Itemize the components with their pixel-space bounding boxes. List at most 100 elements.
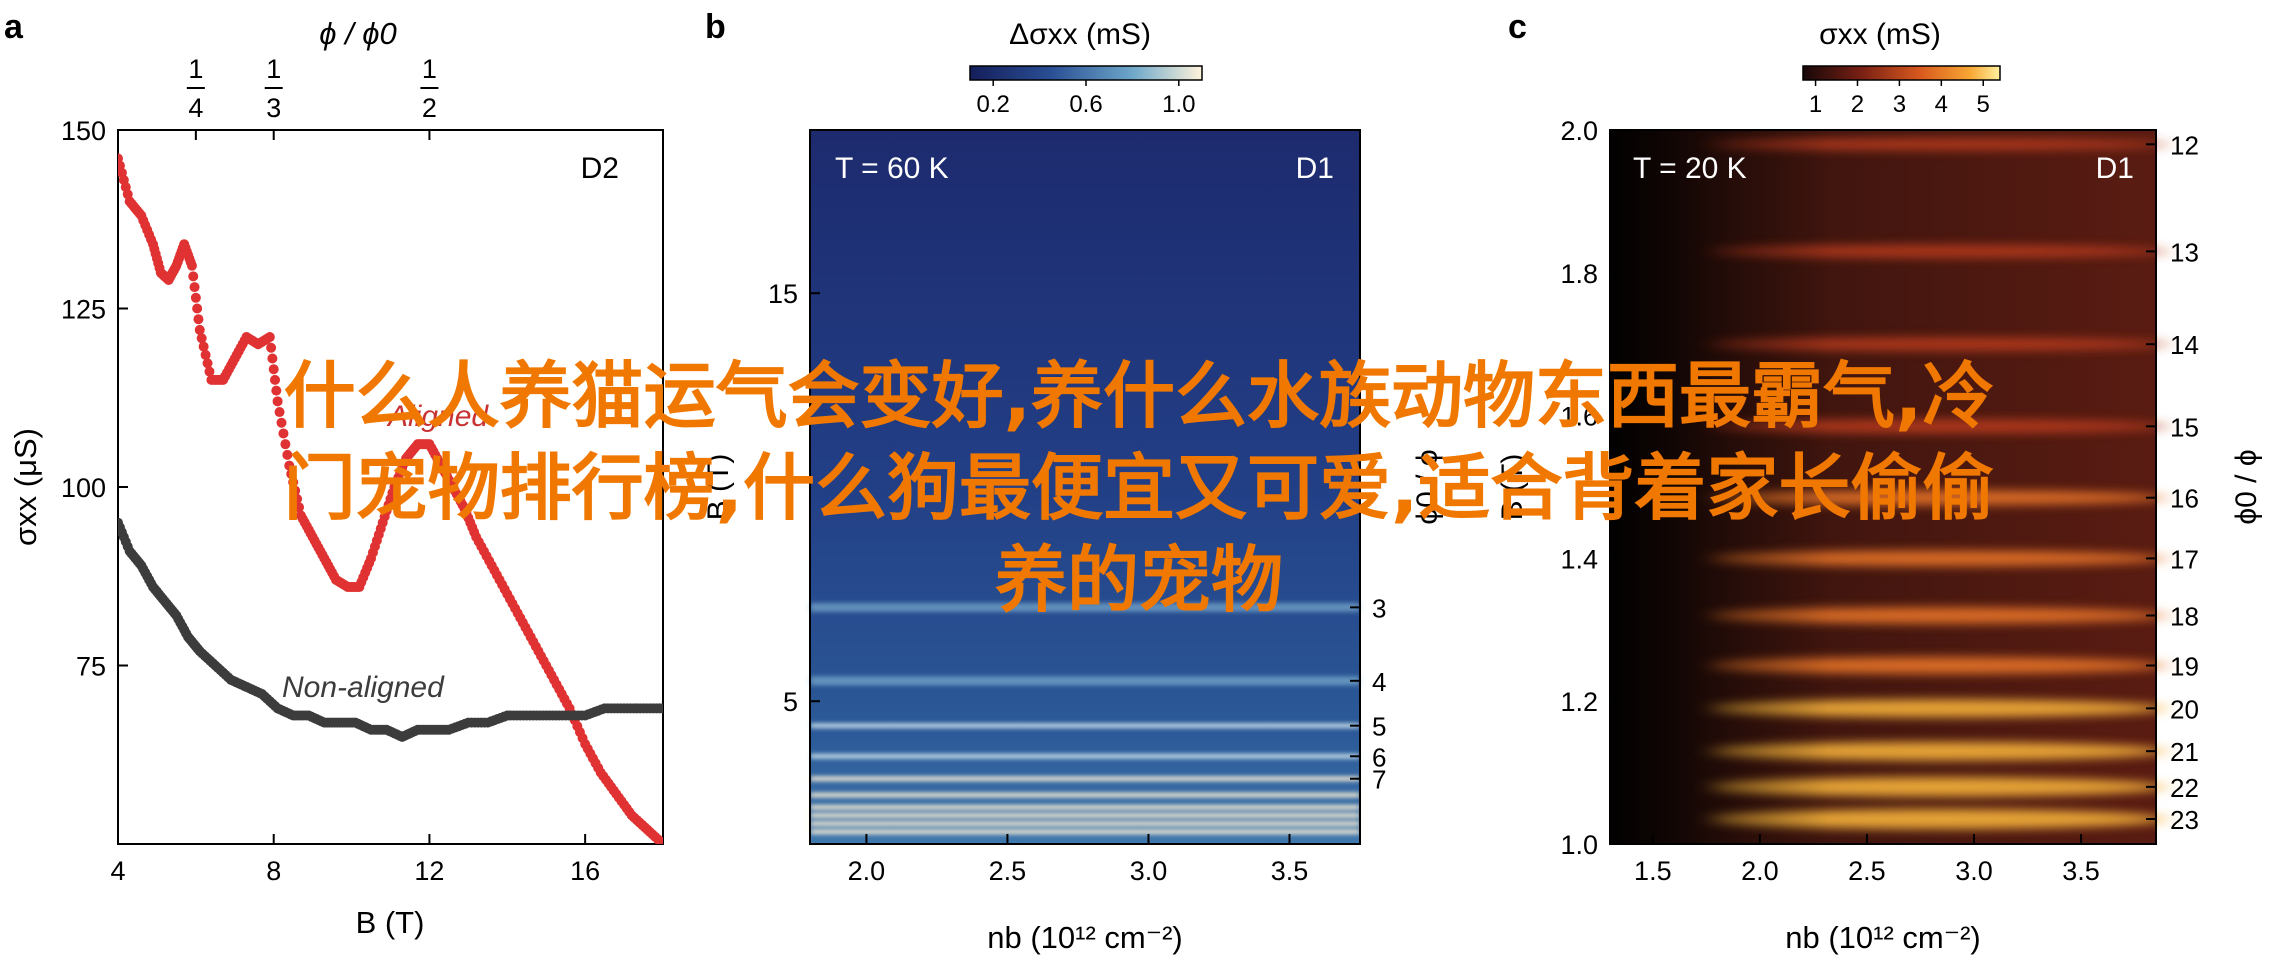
non-aligned-series-label: Non-aligned <box>282 671 445 704</box>
aligned-data-point <box>196 333 207 344</box>
panel-c-y-tick-label: 1.2 <box>1560 687 1598 717</box>
aligned-data-point <box>290 485 301 496</box>
aligned-data-point <box>288 477 299 488</box>
aligned-data-point <box>194 324 205 335</box>
panel-b-right-tick-label: 7 <box>1372 765 1386 795</box>
panel-c-y-tick-label: 1.0 <box>1560 830 1598 860</box>
aligned-data-point <box>294 502 305 513</box>
panel-a-y-axis-label: σxx (μS) <box>8 428 43 546</box>
panel-b-temperature-label: T = 60 K <box>835 152 949 185</box>
panel-b-stripe <box>810 776 1360 782</box>
panel-c-right-tick-label: 20 <box>2170 694 2199 724</box>
aligned-data-point <box>276 417 287 428</box>
panel-c-x-tick-label: 2.5 <box>1848 856 1886 886</box>
panel-b-heatmap: b Δσxx (mS) 0.2 0.6 1.0 2.0 2.5 3.0 3.5 5 15 3 4 5… <box>702 8 1444 955</box>
panel-b-stripe <box>810 753 1360 759</box>
aligned-data-point <box>202 358 213 369</box>
panel-c-right-tick-label: 22 <box>2170 773 2199 803</box>
panel-c-colorbar <box>1802 65 2001 81</box>
aligned-data-point <box>204 366 215 377</box>
panel-c-x-tick-label: 3.0 <box>1955 856 1993 886</box>
panel-b-stripe <box>810 821 1360 827</box>
panel-b-colorbar-ticks: 0.2 0.6 1.0 <box>977 80 1195 118</box>
panel-a-letter: a <box>4 8 24 46</box>
panel-c-plot-area <box>1609 129 2157 845</box>
aligned-data-point <box>198 341 209 352</box>
aligned-data-point <box>270 374 281 385</box>
panel-b-x-tick-label: 2.5 <box>989 856 1027 886</box>
panel-b-y-tick-label: 5 <box>783 687 798 717</box>
panel-c-y-tick-label: 1.6 <box>1560 402 1598 432</box>
panel-b-x-axis-label: nb (10¹² cm⁻²) <box>987 920 1183 955</box>
panel-a-x-tick-label: 12 <box>414 856 444 886</box>
aligned-data-point <box>274 407 285 418</box>
panel-a-data-points <box>118 153 663 844</box>
panel-b-y-tick-label: 15 <box>768 279 798 309</box>
panel-b-right-tick-label: 6 <box>1372 742 1386 772</box>
colorbar-tick-label: 0.6 <box>1069 91 1102 118</box>
panel-a-y-tick-label: 125 <box>61 295 106 325</box>
panel-a-x-tick-label: 16 <box>570 856 600 886</box>
panel-c-right-tick-label: 14 <box>2170 330 2199 360</box>
panel-c-right-tick-label: 12 <box>2170 130 2199 160</box>
panel-c-device-tag: D1 <box>2096 152 2134 185</box>
panel-c-colorbar-label: σxx (mS) <box>1819 18 1941 51</box>
aligned-data-point <box>264 332 275 343</box>
panel-b-colorbar <box>969 65 1203 81</box>
panel-c-right-tick-label: 23 <box>2170 805 2199 835</box>
panel-c-temperature-label: T = 20 K <box>1633 152 1747 185</box>
aligned-data-point <box>186 260 197 271</box>
panel-a-x-axis-label: B (T) <box>356 905 425 940</box>
panel-c-y-tick-label: 1.8 <box>1560 259 1598 289</box>
panel-b-plot-area <box>809 129 1361 845</box>
panel-b-right-tick-label: 5 <box>1372 712 1386 742</box>
panel-b-stripe <box>810 676 1360 686</box>
panel-b-stripe <box>810 792 1360 798</box>
aligned-data-point <box>200 349 211 360</box>
panel-c-x-tick-label: 3.5 <box>2062 856 2100 886</box>
aligned-data-point <box>189 282 200 293</box>
panel-b-right-axis-label: ϕ0 / ϕ <box>1411 449 1444 524</box>
panel-a-top-tick-denominator: 3 <box>266 93 281 123</box>
aligned-data-point <box>193 314 204 325</box>
panel-b-stripe <box>810 812 1360 818</box>
colorbar-tick-label: 4 <box>1935 91 1948 118</box>
panel-c-x-tick-label: 1.5 <box>1634 856 1672 886</box>
aligned-series-label: Aligned <box>386 400 489 433</box>
panel-c-letter: c <box>1508 8 1527 46</box>
aligned-data-point <box>286 468 297 479</box>
panel-c-x-axis-label: nb (10¹² cm⁻²) <box>1785 920 1981 955</box>
panel-b-stripe <box>810 723 1360 729</box>
colorbar-tick-label: 5 <box>1977 91 1990 118</box>
panel-c-left-shading <box>1610 130 2156 844</box>
panel-c-x-tick-label: 2.0 <box>1741 856 1779 886</box>
panel-c-right-tick-label: 21 <box>2170 737 2199 767</box>
aligned-data-point <box>266 342 277 353</box>
panel-a-x-tick-label: 4 <box>110 856 125 886</box>
panel-b-x-tick-label: 3.0 <box>1130 856 1168 886</box>
panel-c-axes: 1.5 2.0 2.5 3.0 3.5 1.0 1.2 1.4 1.6 1.8 2.0 12 13 14 1… <box>1560 116 2198 886</box>
panel-c-right-tick-label: 19 <box>2170 652 2199 682</box>
aligned-data-point <box>280 439 291 450</box>
aligned-data-point <box>267 353 278 364</box>
panel-a-top-tick-numerator: 1 <box>266 54 281 84</box>
colorbar-tick-label: 3 <box>1893 91 1906 118</box>
panel-b-x-tick-label: 2.0 <box>848 856 886 886</box>
panel-b-letter: b <box>705 8 726 46</box>
panel-b-x-tick-label: 3.5 <box>1271 856 1309 886</box>
panel-c-right-tick-label: 18 <box>2170 602 2199 632</box>
aligned-data-point <box>271 385 282 396</box>
colorbar-tick-label: 1 <box>1809 91 1822 118</box>
panel-c-right-tick-label: 17 <box>2170 544 2199 574</box>
panel-c-right-tick-label: 16 <box>2170 484 2199 514</box>
panel-b-right-tick-label: 4 <box>1372 667 1386 697</box>
panel-c-y-tick-label: 2.0 <box>1560 116 1598 146</box>
panel-a-x-tick-label: 8 <box>266 856 281 886</box>
aligned-data-point <box>188 271 199 282</box>
panel-b-y-axis-label: B (T) <box>702 454 735 521</box>
